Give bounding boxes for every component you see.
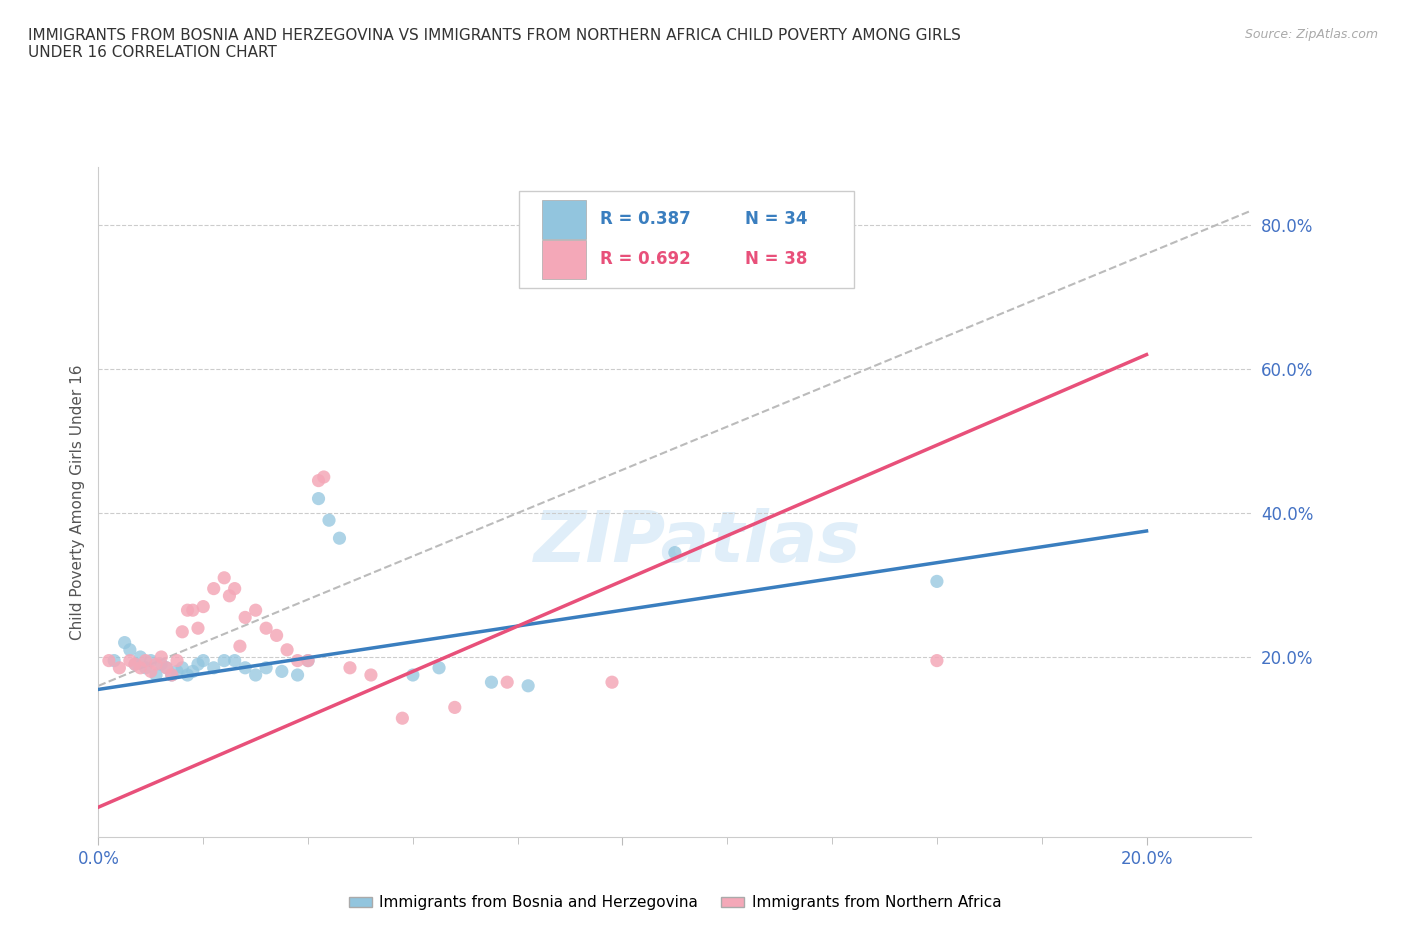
Point <box>176 603 198 618</box>
Point <box>245 668 267 683</box>
Text: N = 34: N = 34 <box>745 210 807 229</box>
Point <box>160 668 183 683</box>
Point <box>496 675 519 690</box>
Point <box>254 620 277 635</box>
Point <box>266 628 288 643</box>
Point <box>139 653 162 668</box>
FancyBboxPatch shape <box>519 191 853 288</box>
Point <box>212 653 235 668</box>
Point <box>155 660 177 675</box>
Point <box>155 660 177 675</box>
Point <box>187 657 209 671</box>
Point <box>287 653 309 668</box>
Point <box>297 653 319 668</box>
Point <box>297 653 319 668</box>
Point <box>218 589 240 604</box>
Point <box>308 473 330 488</box>
Point <box>224 581 246 596</box>
Point <box>443 700 465 715</box>
Point <box>187 620 209 635</box>
Point <box>328 531 350 546</box>
Point <box>202 660 225 675</box>
Point <box>233 610 256 625</box>
Point <box>193 599 215 614</box>
Text: ZIPatlas: ZIPatlas <box>534 508 862 577</box>
Point <box>481 675 503 690</box>
Point <box>391 711 413 725</box>
Point <box>176 668 198 683</box>
Point <box>135 660 157 675</box>
Point <box>145 668 167 683</box>
Point <box>129 660 152 675</box>
Point <box>308 491 330 506</box>
Point <box>402 668 425 683</box>
Point <box>166 664 188 679</box>
Point <box>339 660 361 675</box>
Point <box>124 657 146 671</box>
Point <box>427 660 450 675</box>
Point <box>103 653 125 668</box>
Point <box>97 653 120 668</box>
Point <box>202 581 225 596</box>
Y-axis label: Child Poverty Among Girls Under 16: Child Poverty Among Girls Under 16 <box>69 365 84 640</box>
Point <box>664 545 686 560</box>
Point <box>600 675 623 690</box>
Text: R = 0.692: R = 0.692 <box>600 250 690 268</box>
Point <box>181 603 204 618</box>
Text: IMMIGRANTS FROM BOSNIA AND HERZEGOVINA VS IMMIGRANTS FROM NORTHERN AFRICA CHILD : IMMIGRANTS FROM BOSNIA AND HERZEGOVINA V… <box>28 28 960 60</box>
Point <box>312 470 335 485</box>
Point <box>129 649 152 664</box>
Point <box>118 653 141 668</box>
Point <box>229 639 252 654</box>
Point <box>108 660 131 675</box>
Point <box>124 657 146 671</box>
Text: Source: ZipAtlas.com: Source: ZipAtlas.com <box>1244 28 1378 41</box>
Point <box>145 657 167 671</box>
Point <box>212 570 235 585</box>
Point <box>172 660 194 675</box>
Point <box>254 660 277 675</box>
Point <box>925 574 948 589</box>
Point <box>160 668 183 683</box>
Point <box>114 635 136 650</box>
Point <box>925 653 948 668</box>
Point <box>233 660 256 675</box>
Point <box>517 678 540 693</box>
Point <box>150 649 173 664</box>
Point <box>135 653 157 668</box>
Point <box>118 643 141 658</box>
Point <box>166 653 188 668</box>
Point <box>172 624 194 639</box>
Point <box>270 664 292 679</box>
Point <box>360 668 382 683</box>
Text: N = 38: N = 38 <box>745 250 807 268</box>
Point <box>193 653 215 668</box>
Point <box>181 664 204 679</box>
Text: R = 0.387: R = 0.387 <box>600 210 690 229</box>
Point <box>821 260 844 275</box>
Point <box>318 512 340 527</box>
Point <box>224 653 246 668</box>
Point <box>245 603 267 618</box>
Point <box>276 643 298 658</box>
Point <box>139 664 162 679</box>
Point <box>150 657 173 671</box>
Point <box>287 668 309 683</box>
Legend: Immigrants from Bosnia and Herzegovina, Immigrants from Northern Africa: Immigrants from Bosnia and Herzegovina, … <box>343 889 1007 916</box>
Bar <box>543 240 586 279</box>
Bar <box>543 200 586 239</box>
